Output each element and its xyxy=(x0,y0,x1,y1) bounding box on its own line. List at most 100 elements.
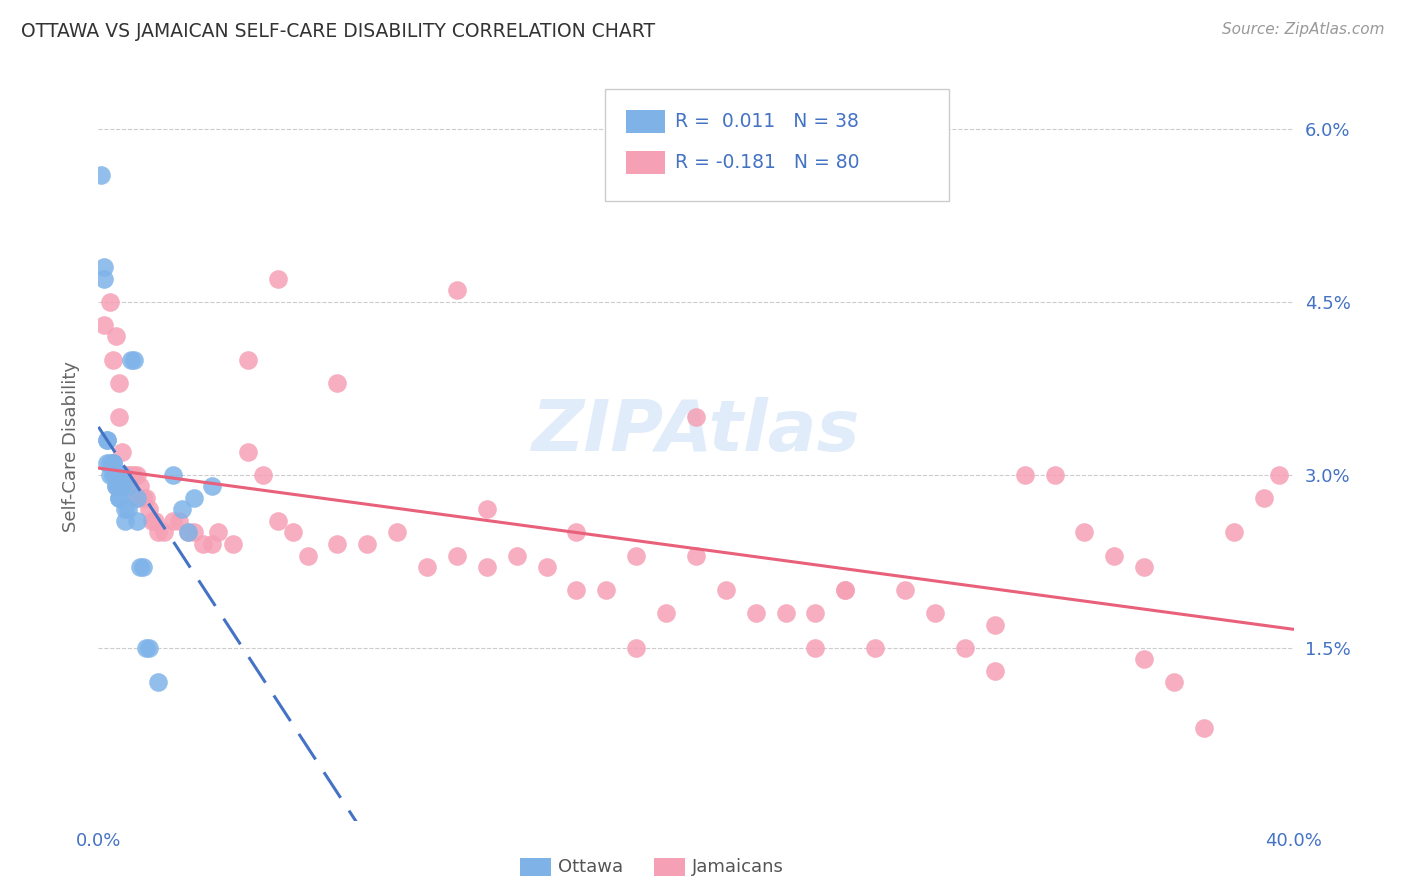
Point xyxy=(1223,525,1246,540)
Point xyxy=(93,318,115,332)
Point xyxy=(162,514,184,528)
Point xyxy=(98,456,122,470)
Point xyxy=(96,434,118,448)
Point xyxy=(135,640,157,655)
Point xyxy=(105,467,128,482)
Point xyxy=(267,514,290,528)
Point xyxy=(167,514,190,528)
Point xyxy=(685,549,707,563)
Point xyxy=(105,479,128,493)
Point xyxy=(1073,525,1095,540)
Point xyxy=(924,606,946,620)
Text: R = -0.181   N = 80: R = -0.181 N = 80 xyxy=(675,153,859,172)
Point xyxy=(138,640,160,655)
Point xyxy=(177,525,200,540)
Point xyxy=(834,583,856,598)
Point xyxy=(326,537,349,551)
Point xyxy=(114,514,136,528)
Point xyxy=(804,640,827,655)
Point xyxy=(626,549,648,563)
Point xyxy=(894,583,917,598)
Y-axis label: Self-Care Disability: Self-Care Disability xyxy=(62,360,80,532)
Point xyxy=(127,491,149,505)
Point xyxy=(984,664,1007,678)
Point xyxy=(108,491,131,505)
Point xyxy=(148,675,170,690)
Point xyxy=(536,560,558,574)
Point xyxy=(1133,560,1156,574)
Point xyxy=(148,525,170,540)
Point xyxy=(141,514,163,528)
Point xyxy=(201,479,224,493)
Point xyxy=(93,272,115,286)
Point xyxy=(236,352,259,367)
Point xyxy=(129,479,152,493)
Point xyxy=(183,491,205,505)
Point xyxy=(153,525,176,540)
Point xyxy=(120,467,142,482)
Text: ZIPAtlas: ZIPAtlas xyxy=(531,397,860,466)
Text: OTTAWA VS JAMAICAN SELF-CARE DISABILITY CORRELATION CHART: OTTAWA VS JAMAICAN SELF-CARE DISABILITY … xyxy=(21,22,655,41)
Point xyxy=(103,467,125,482)
Point xyxy=(90,168,112,182)
Point xyxy=(1253,491,1275,505)
Point xyxy=(177,525,200,540)
Point xyxy=(98,294,122,309)
Point xyxy=(222,537,245,551)
Point xyxy=(98,467,122,482)
Point xyxy=(117,467,139,482)
Point xyxy=(127,491,149,505)
Point xyxy=(108,479,131,493)
Point xyxy=(103,456,125,470)
Point xyxy=(207,525,229,540)
Point xyxy=(565,583,588,598)
Point xyxy=(105,329,128,343)
Point xyxy=(127,514,149,528)
Point xyxy=(714,583,737,598)
Point xyxy=(356,537,378,551)
Point xyxy=(132,491,155,505)
Point xyxy=(120,352,142,367)
Text: Ottawa: Ottawa xyxy=(558,858,623,876)
Text: Source: ZipAtlas.com: Source: ZipAtlas.com xyxy=(1222,22,1385,37)
Point xyxy=(117,479,139,493)
Point xyxy=(595,583,617,598)
Point xyxy=(236,444,259,458)
Point xyxy=(183,525,205,540)
Point xyxy=(103,456,125,470)
Point xyxy=(191,537,214,551)
Point xyxy=(267,272,290,286)
Point xyxy=(385,525,409,540)
Point xyxy=(201,537,224,551)
Point xyxy=(114,502,136,516)
Point xyxy=(655,606,678,620)
Point xyxy=(127,467,149,482)
Point xyxy=(475,560,498,574)
Point xyxy=(1267,467,1289,482)
Point xyxy=(129,560,152,574)
Point xyxy=(281,525,304,540)
Point xyxy=(446,549,468,563)
Point xyxy=(143,514,166,528)
Point xyxy=(745,606,768,620)
Point xyxy=(117,479,139,493)
Point xyxy=(1014,467,1036,482)
Point xyxy=(834,583,856,598)
Point xyxy=(565,525,588,540)
Point xyxy=(124,352,146,367)
Point xyxy=(108,410,131,425)
Point xyxy=(252,467,274,482)
Point xyxy=(111,444,134,458)
Text: Jamaicans: Jamaicans xyxy=(692,858,783,876)
Point xyxy=(984,617,1007,632)
Point xyxy=(446,284,468,298)
Point xyxy=(111,467,134,482)
Point xyxy=(111,479,134,493)
Point xyxy=(1192,722,1215,736)
Point xyxy=(416,560,439,574)
Point xyxy=(865,640,887,655)
Text: R =  0.011   N = 38: R = 0.011 N = 38 xyxy=(675,112,859,131)
Point xyxy=(93,260,115,275)
Point xyxy=(138,502,160,516)
Point xyxy=(124,467,146,482)
